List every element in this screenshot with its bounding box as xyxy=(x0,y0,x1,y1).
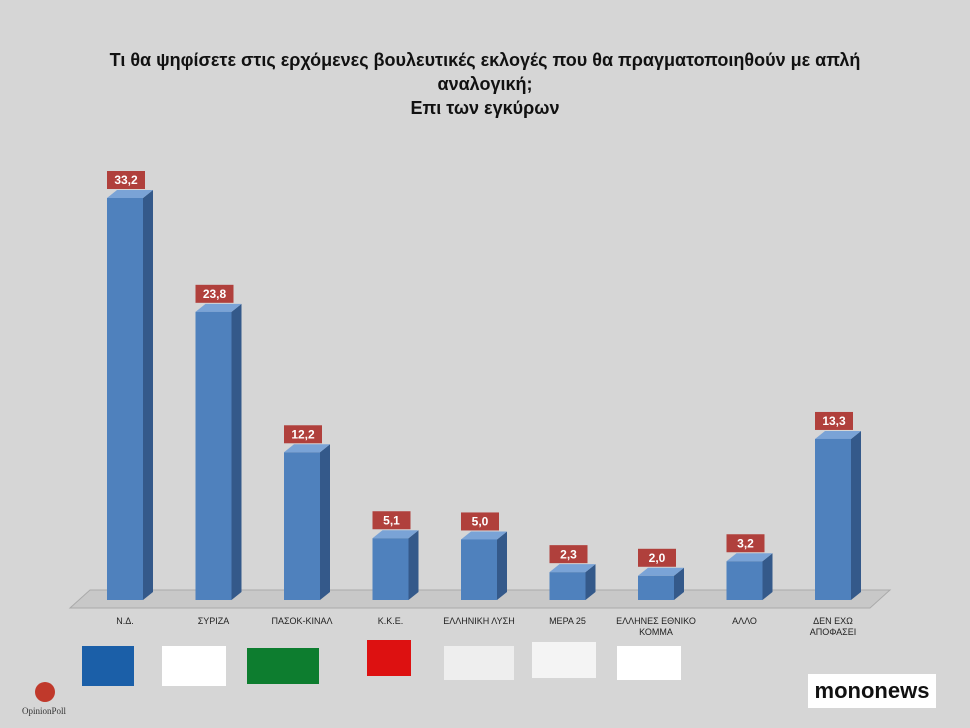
value-label: 2,3 xyxy=(560,547,577,561)
x-tick-label: ΕΛΛΗΝΕΣ ΕΘΝΙΚΟ ΚΟΜΜΑ xyxy=(616,616,696,637)
party-logo xyxy=(247,648,319,684)
bar xyxy=(549,572,586,600)
bar xyxy=(372,538,409,600)
x-tick-label: Κ.Κ.Ε. xyxy=(377,616,404,626)
value-label: 5,1 xyxy=(383,513,400,527)
bar-side xyxy=(320,444,330,600)
bar-side xyxy=(674,567,684,600)
bar-top xyxy=(726,553,773,562)
bar-side xyxy=(497,531,507,600)
bar-top xyxy=(461,531,507,540)
x-tick-label: Ν.Δ. xyxy=(116,616,134,626)
bar-top xyxy=(372,530,419,539)
value-label: 5,0 xyxy=(472,515,489,529)
value-label: 23,8 xyxy=(203,287,227,301)
bar xyxy=(638,575,674,600)
value-label-box xyxy=(372,511,411,530)
value-label-box xyxy=(107,171,145,189)
bar-top xyxy=(195,303,242,312)
party-logo xyxy=(82,646,134,686)
pollster-name: OpinionPoll xyxy=(22,706,67,716)
x-tick-label: ΑΛΛΟ xyxy=(732,616,757,626)
party-logo xyxy=(532,642,596,678)
bar-side xyxy=(762,553,773,600)
party-logo xyxy=(367,640,411,676)
value-label: 2,0 xyxy=(649,551,666,565)
bar xyxy=(107,198,143,600)
bar-side xyxy=(408,530,419,600)
party-logo xyxy=(162,646,226,686)
value-label-box xyxy=(284,425,322,444)
bar xyxy=(815,438,851,600)
value-label: 33,2 xyxy=(114,173,138,187)
bar xyxy=(726,561,763,600)
bar-top xyxy=(815,430,861,439)
bar-top xyxy=(638,567,684,576)
value-label-box xyxy=(461,512,499,531)
bar xyxy=(284,452,320,600)
chart-title: Τι θα ψηφίσετε στις ερχόμενες βουλευτικέ… xyxy=(109,50,861,94)
chart-subtitle: Επι των εγκύρων xyxy=(410,98,560,118)
value-label: 12,2 xyxy=(291,427,315,441)
bar-top xyxy=(107,190,153,198)
x-tick-label: ΕΛΛΗΝΙΚΗ ΛΥΣΗ xyxy=(443,616,515,626)
bar-side xyxy=(851,430,861,600)
x-tick-label: ΔΕΝ ΕΧΩ ΑΠΟΦΑΣΕΙ xyxy=(809,616,857,637)
bar-side xyxy=(143,190,153,600)
value-label-box xyxy=(195,284,234,303)
x-tick-label: ΠΑΣΟΚ-ΚΙΝΑΛ xyxy=(271,616,333,626)
value-label-box xyxy=(726,534,765,553)
bar-top xyxy=(549,564,596,573)
bar xyxy=(461,539,497,600)
brand-logo: mononews xyxy=(808,674,936,708)
value-label-box xyxy=(638,548,676,567)
x-tick-label: ΣΥΡΙΖΑ xyxy=(197,616,230,626)
party-logo xyxy=(444,646,514,680)
value-label-box xyxy=(815,411,853,430)
pollster-logo xyxy=(35,682,55,702)
bar-side xyxy=(231,303,242,600)
x-tick-label: ΜΕΡΑ 25 xyxy=(549,616,586,626)
party-logo xyxy=(617,646,681,680)
value-label: 3,2 xyxy=(737,536,754,550)
bar-top xyxy=(284,444,330,453)
value-label: 13,3 xyxy=(822,414,846,428)
value-label-box xyxy=(549,545,588,564)
bar xyxy=(195,311,232,600)
bar-side xyxy=(585,564,596,600)
